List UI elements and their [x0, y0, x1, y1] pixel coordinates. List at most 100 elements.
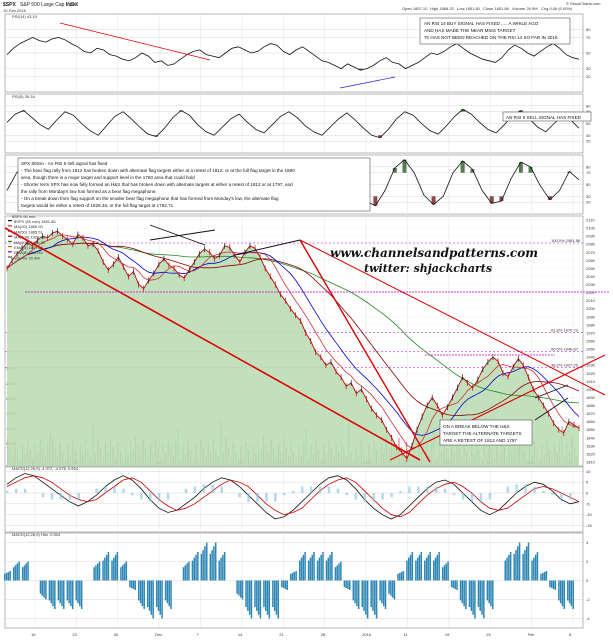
hist-bar: [490, 580, 492, 607]
rsi14-title: RSI(14) 43.10: [12, 14, 38, 19]
level-label: 80: [586, 27, 591, 32]
macd-hist-bar: [202, 484, 206, 493]
hist-bar: [41, 580, 44, 596]
hist-bar: [52, 580, 54, 607]
macd-hist-bar: [211, 484, 215, 493]
macd-hist-bar: [131, 493, 134, 496]
hist-bar: [393, 580, 396, 600]
hist-bar: [238, 580, 240, 596]
macd-hist-bar: [166, 493, 170, 500]
price-tick-label: 2090: [586, 234, 596, 239]
hist-bar: [43, 580, 45, 598]
price-tick-label: 1910: [586, 379, 596, 384]
hist-bar: [272, 580, 274, 608]
hist-bar: [567, 580, 569, 601]
price-tick-label: 1900: [586, 387, 596, 392]
price-tick-label: 1890: [586, 395, 596, 400]
hist-bar: [375, 580, 378, 619]
macd-hist-bar: [104, 486, 107, 493]
hist-bar: [391, 580, 394, 598]
level-label: 80: [586, 164, 591, 169]
macd-hist-bar: [50, 493, 54, 500]
hist-bar: [570, 580, 573, 607]
hist-bar: [130, 580, 133, 589]
macd-hist-bar: [399, 490, 402, 493]
svg-text:- On a break down from flag su: - On a break down from flag support on t…: [21, 196, 279, 201]
svg-text:70 HAS NOT BEEN REACHED ON THE: 70 HAS NOT BEEN REACHED ON THE RSI 14 SO…: [424, 35, 558, 40]
price-tick-label: 2070: [586, 250, 596, 255]
oversold-fill: [489, 196, 494, 204]
hist-bar: [549, 580, 551, 588]
macd-hist-bar: [479, 493, 483, 502]
fib-label: 38.2% 1927.20: [551, 362, 579, 367]
watermark-url: www.channelsandpatterns.com: [330, 246, 538, 260]
hist-bar: [338, 563, 340, 581]
macd-hist-bar: [113, 486, 116, 493]
level-label: 70: [586, 109, 591, 114]
level-label: 50: [586, 182, 591, 187]
open-value: Open 1857.10: [402, 6, 428, 11]
hist-bar: [170, 580, 172, 609]
price-area: [7, 231, 579, 466]
hist-bar: [191, 560, 194, 581]
hist-bar: [536, 552, 539, 581]
hist-bar: [365, 580, 367, 615]
hist-bar: [436, 554, 439, 581]
hist-bar: [129, 580, 131, 588]
hist-bar: [322, 552, 324, 581]
hist-bar: [438, 552, 440, 581]
overbought-fill: [392, 167, 397, 173]
macd-hist-bar: [363, 493, 366, 502]
overbought-fill: [402, 159, 407, 173]
hist-bar: [57, 580, 60, 601]
hist-bar: [524, 550, 526, 581]
price-tick-label: 1840: [586, 435, 596, 440]
level-label: -4: [586, 616, 590, 621]
hist-bar: [443, 565, 446, 581]
hist-bar: [418, 554, 421, 581]
hist-bar: [433, 560, 435, 581]
exchange: INDX: [66, 2, 79, 8]
hist-bar: [445, 563, 448, 581]
macd-hist-bar: [95, 488, 98, 493]
hist-bar: [93, 567, 95, 581]
hist-bar: [105, 554, 108, 581]
hist-bar: [263, 580, 265, 608]
hist-bar: [300, 557, 303, 581]
hist-bar: [304, 552, 306, 581]
hist-bar: [318, 557, 321, 581]
hist-bar: [139, 580, 142, 604]
plot-lines: [4, 36, 580, 619]
hist-bar: [248, 580, 251, 615]
hist-bar: [188, 561, 190, 581]
x-tick-label: 14: [238, 632, 243, 637]
hist-bar: [334, 567, 337, 581]
hist-bar: [320, 554, 322, 581]
hist-bar: [517, 546, 519, 581]
price-tick-label: 2080: [586, 242, 596, 247]
svg-text:- The bear flag rally from 181: - The bear flag rally from 1812 has brok…: [21, 168, 295, 173]
legend-entry: MA(50) 1885.51: [14, 229, 43, 234]
hist-bar: [18, 561, 20, 581]
hist-bar: [21, 567, 24, 581]
hist-bar: [161, 580, 163, 619]
hist-bar: [298, 560, 301, 581]
high-value: High 1868.32: [430, 6, 455, 11]
price-tick-label: 2020: [586, 290, 596, 295]
price-title: $SPX 60 min: [12, 214, 35, 219]
macd-hist-bar: [122, 488, 125, 493]
legend-swatch: [8, 235, 12, 237]
hist-bar: [509, 552, 512, 581]
oversold-fill: [358, 68, 363, 71]
overbought-fill: [179, 110, 184, 112]
macd-hist-bar: [345, 493, 349, 496]
hist-bar: [388, 580, 390, 594]
legend-swatch: [8, 251, 12, 253]
macd-hist-bar: [560, 493, 563, 500]
hist-bar: [79, 580, 81, 607]
hist-bar: [245, 580, 247, 608]
hist-bar: [107, 552, 110, 581]
hist-bar: [441, 567, 444, 581]
chart-date: 10-Feb-2016: [3, 8, 27, 13]
hist-bar: [281, 580, 283, 588]
